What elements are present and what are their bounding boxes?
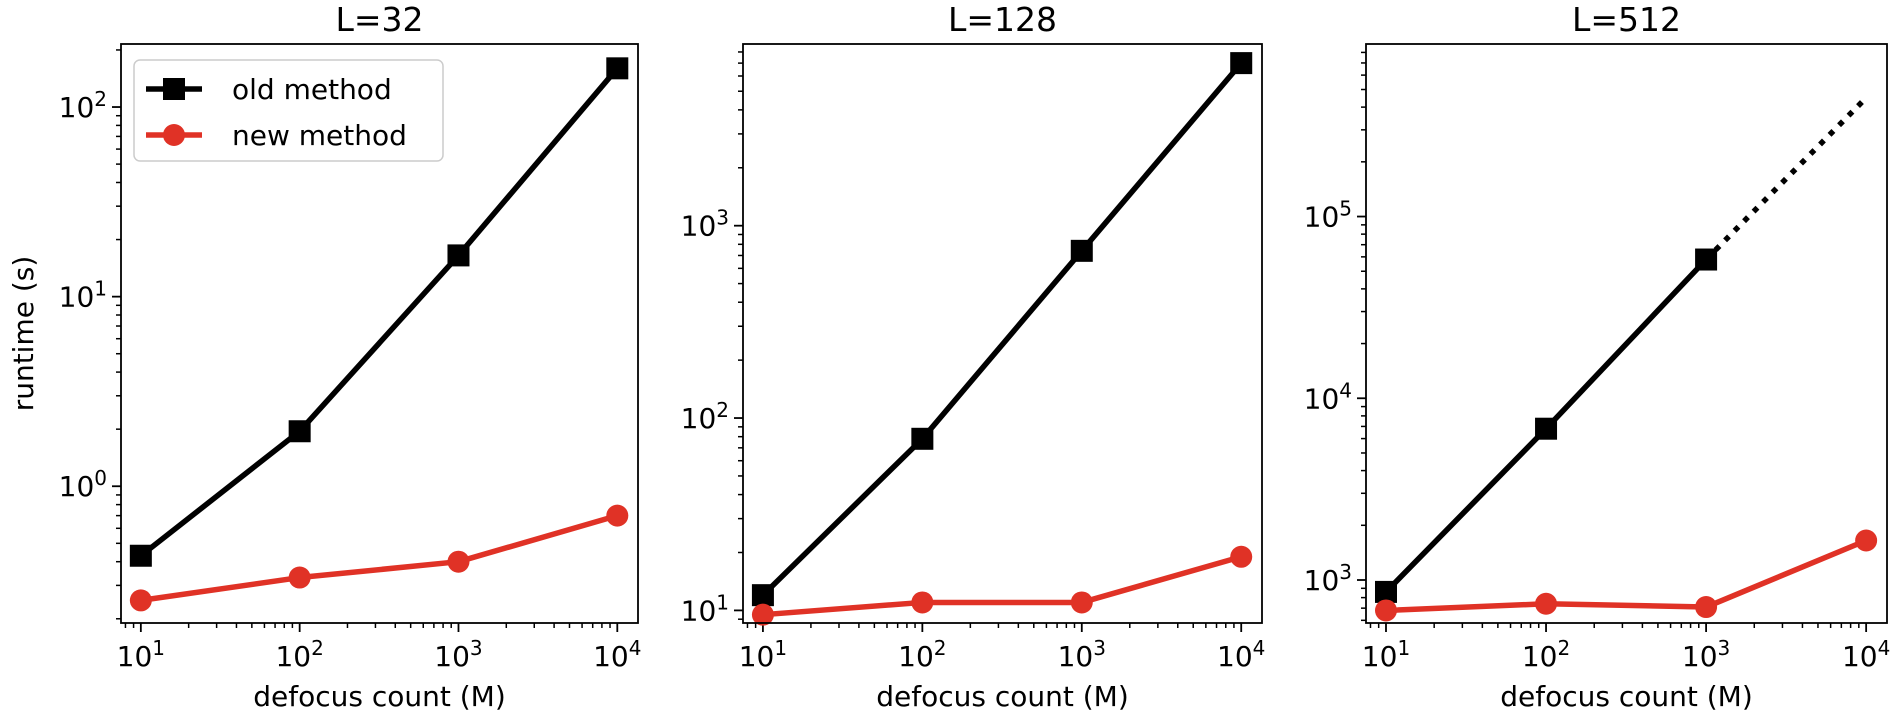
legend: old method new method	[133, 59, 444, 162]
old-method-point	[1535, 417, 1558, 440]
x-axis-label: defocus count (M)	[1500, 680, 1753, 713]
old-method-line	[760, 61, 1244, 598]
x-tick-label: 102	[898, 636, 946, 673]
new-method-point	[751, 603, 774, 626]
old-method-extrapolation-line	[1704, 95, 1869, 262]
old-method-line	[139, 66, 620, 558]
y-tick-label: 102	[681, 398, 729, 435]
x-tick-label: 102	[275, 636, 323, 673]
new-method-point	[1230, 545, 1253, 568]
x-tick-label: 101	[117, 636, 165, 673]
legend-square-marker	[163, 78, 185, 100]
legend-circle-marker	[163, 124, 185, 146]
x-tick-label: 104	[1217, 636, 1265, 673]
old-method-point	[1374, 580, 1397, 603]
new-method-point	[1855, 529, 1878, 552]
y-tick-label: 102	[59, 87, 107, 124]
x-tick-label: 103	[434, 636, 482, 673]
y-tick-label: 103	[1304, 560, 1352, 597]
new-method-line	[140, 512, 619, 604]
new-method-point	[911, 591, 934, 614]
new-method-line	[1385, 537, 1868, 614]
x-tick-label: 102	[1522, 636, 1570, 673]
legend-box	[133, 59, 444, 162]
new-method-point	[1695, 596, 1718, 619]
panel-1: 101 102 103 104 100 101 102 L=32 defocus count (…	[7, 0, 641, 713]
x-tick-label: 101	[1362, 636, 1410, 673]
y-tick-label: 104	[1304, 378, 1352, 415]
new-method-point	[288, 566, 311, 589]
new-method-point	[1070, 591, 1093, 614]
x-tick-label: 104	[593, 636, 641, 673]
new-method-point	[129, 589, 152, 612]
axes-frame	[1365, 43, 1888, 624]
old-method-point	[1230, 52, 1253, 75]
old-method-point	[1695, 248, 1718, 271]
old-method-point	[911, 427, 934, 450]
legend-label: new method	[232, 119, 407, 152]
x-axis-label: defocus count (M)	[253, 680, 506, 713]
new-method-point	[1374, 599, 1397, 622]
old-method-point	[447, 244, 470, 267]
y-tick-label: 101	[681, 590, 729, 627]
panel-3: 101 102 103 104 103 104 105 L=512 defocus count …	[1304, 0, 1891, 713]
old-method-point	[288, 420, 311, 443]
panel-2: 101 102 103 104 101 102 103 L=128 defocus count …	[681, 0, 1266, 713]
y-tick-label: 100	[59, 466, 107, 503]
new-method-point	[1535, 592, 1558, 615]
y-tick-label: 103	[681, 206, 729, 243]
new-method-point	[606, 504, 629, 527]
x-tick-label: 103	[1682, 636, 1730, 673]
y-tick-label: 101	[59, 277, 107, 314]
old-method-point	[606, 57, 629, 80]
old-method-point	[129, 544, 152, 567]
panel-title: L=512	[1572, 0, 1681, 39]
legend-label: old method	[232, 73, 392, 106]
x-axis-label: defocus count (M)	[876, 680, 1129, 713]
y-axis-label: runtime (s)	[7, 256, 40, 412]
old-method-point	[1070, 239, 1093, 262]
panel-title: L=128	[948, 0, 1057, 39]
axes-frame	[742, 43, 1263, 624]
x-tick-label: 103	[1058, 636, 1106, 673]
x-tick-label: 104	[1842, 636, 1890, 673]
new-method-point	[447, 550, 470, 573]
old-method-point	[751, 584, 774, 607]
new-method-line	[762, 554, 1242, 618]
x-tick-label: 101	[739, 636, 787, 673]
axes-frame	[120, 43, 639, 624]
y-tick-label: 105	[1304, 197, 1352, 234]
panel-title: L=32	[335, 0, 423, 39]
